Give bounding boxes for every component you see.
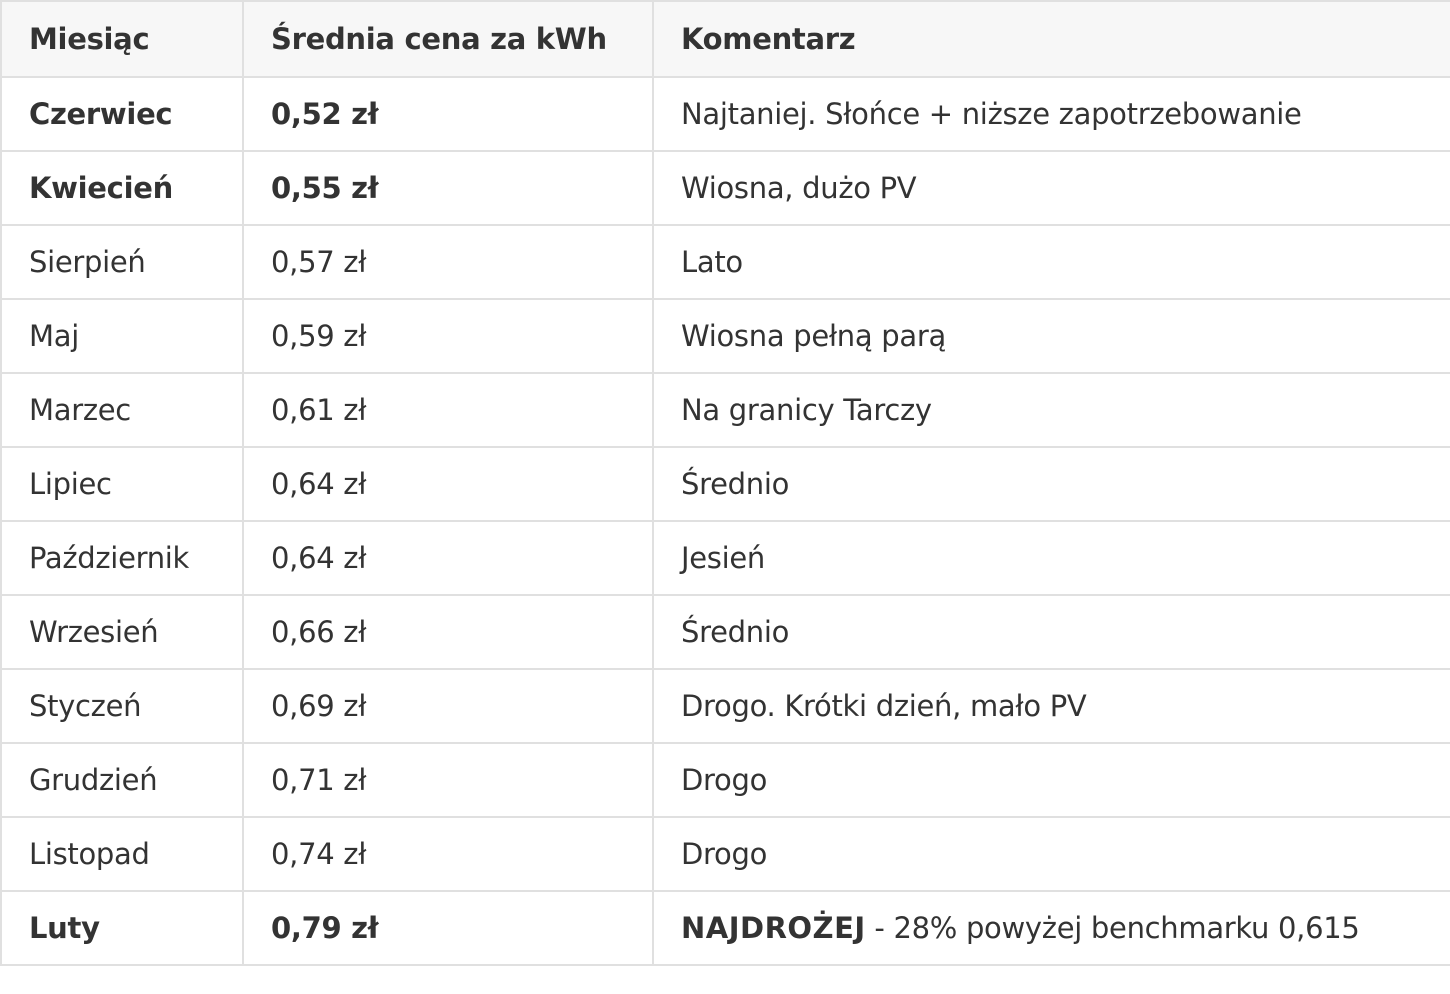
table-cell: Grudzień <box>0 742 244 818</box>
table-cell: Wiosna pełną parą <box>652 298 1450 374</box>
table-cell: Drogo <box>652 816 1450 892</box>
table-row: Maj 0,59 zł Wiosna pełną parą <box>0 298 1450 374</box>
table-cell: Listopad <box>0 816 244 892</box>
table-cell: Średnio <box>652 594 1450 670</box>
table-row: Listopad 0,74 zł Drogo <box>0 816 1450 892</box>
table-cell: Jesień <box>652 520 1450 596</box>
table-cell: 0,71 zł <box>242 742 654 818</box>
table-cell: Marzec <box>0 372 244 448</box>
comment-text: - 28% powyżej benchmarku 0,615 <box>874 911 1360 945</box>
table-cell: 0,79 zł <box>242 890 654 966</box>
table-row: Wrzesień 0,66 zł Średnio <box>0 594 1450 670</box>
header-cell: Miesiąc <box>0 0 244 78</box>
table-cell: 0,69 zł <box>242 668 654 744</box>
table-cell: Lipiec <box>0 446 244 522</box>
table-cell: Wiosna, dużo PV <box>652 150 1450 226</box>
table-row: Sierpień 0,57 zł Lato <box>0 224 1450 300</box>
table-cell: Czerwiec <box>0 76 244 152</box>
price-table: Miesiąc Średnia cena za kWh Komentarz Czer… <box>0 0 1450 966</box>
table-cell: Maj <box>0 298 244 374</box>
table-cell: Wrzesień <box>0 594 244 670</box>
table-row: Lipiec 0,64 zł Średnio <box>0 446 1450 522</box>
table-cell: Sierpień <box>0 224 244 300</box>
table-cell: 0,55 zł <box>242 150 654 226</box>
table-row: Luty 0,79 zł NAJDROŻEJ - 28% powyżej benchm… <box>0 890 1450 966</box>
table-cell: Najtaniej. Słońce + niższe zapotrzebowan… <box>652 76 1450 152</box>
table-cell: NAJDROŻEJ - 28% powyżej benchmarku 0,615 <box>652 890 1450 966</box>
table-cell: 0,52 zł <box>242 76 654 152</box>
table-row: Styczeń 0,69 zł Drogo. Krótki dzień, mało … <box>0 668 1450 744</box>
table-row: Październik 0,64 zł Jesień <box>0 520 1450 596</box>
table-row: Kwiecień 0,55 zł Wiosna, dużo PV <box>0 150 1450 226</box>
table-cell: Drogo <box>652 742 1450 818</box>
table-cell: Lato <box>652 224 1450 300</box>
table-cell: Styczeń <box>0 668 244 744</box>
table-cell: 0,74 zł <box>242 816 654 892</box>
table-row: Czerwiec 0,52 zł Najtaniej. Słońce + niższ… <box>0 76 1450 152</box>
table-row: Grudzień 0,71 zł Drogo <box>0 742 1450 818</box>
emphasis-text: NAJDROŻEJ <box>681 911 866 945</box>
table-cell: 0,61 zł <box>242 372 654 448</box>
table-cell: Drogo. Krótki dzień, mało PV <box>652 668 1450 744</box>
table-cell: 0,57 zł <box>242 224 654 300</box>
table-cell: 0,64 zł <box>242 520 654 596</box>
table-cell: Luty <box>0 890 244 966</box>
table-row: Marzec 0,61 zł Na granicy Tarczy <box>0 372 1450 448</box>
table-cell: Kwiecień <box>0 150 244 226</box>
table-cell: Średnio <box>652 446 1450 522</box>
header-cell: Średnia cena za kWh <box>242 0 654 78</box>
header-row: Miesiąc Średnia cena za kWh Komentarz <box>0 0 1450 78</box>
table-cell: Na granicy Tarczy <box>652 372 1450 448</box>
header-cell: Komentarz <box>652 0 1450 78</box>
table-cell: Październik <box>0 520 244 596</box>
table-cell: 0,66 zł <box>242 594 654 670</box>
table-body: Czerwiec 0,52 zł Najtaniej. Słońce + niższ… <box>0 76 1450 966</box>
table-cell: 0,59 zł <box>242 298 654 374</box>
table-cell: 0,64 zł <box>242 446 654 522</box>
